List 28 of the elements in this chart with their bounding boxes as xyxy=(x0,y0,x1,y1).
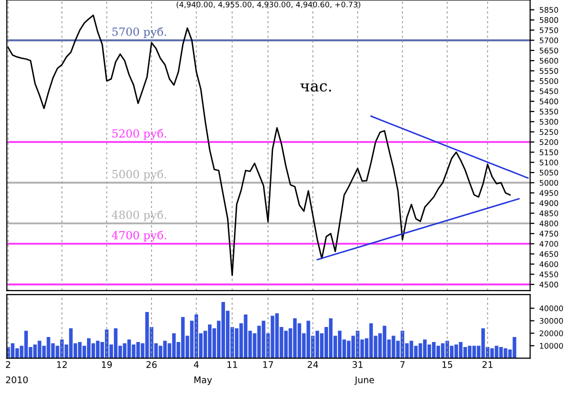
bar xyxy=(440,343,445,358)
x-tick-label: 24 xyxy=(308,361,318,368)
text: 2010 xyxy=(6,376,28,384)
text: June xyxy=(354,376,374,385)
x-tick-label: 21 xyxy=(482,361,492,368)
x-tick-label: 4 xyxy=(194,361,199,368)
text: час. xyxy=(300,83,332,92)
bar xyxy=(338,330,342,358)
ref-line-label: 5200 руб. xyxy=(112,128,166,140)
ref-line-label: 4800 руб. xyxy=(112,210,166,222)
x-tick-label: 31 xyxy=(352,361,363,368)
x-tick-label: 19 xyxy=(102,361,112,368)
ref-line-label: 4700 руб. xyxy=(112,230,166,242)
x-tick-label: 26 xyxy=(146,361,157,368)
text: May xyxy=(194,376,212,385)
x-tick-label: 2 xyxy=(6,361,10,368)
x-tick-label: 12 xyxy=(57,361,67,368)
x-tick-label: 11 xyxy=(227,361,238,368)
bar xyxy=(454,344,458,358)
bar xyxy=(96,340,100,358)
bar xyxy=(221,302,226,358)
ref-line-label: 5000 руб. xyxy=(112,170,166,181)
bar xyxy=(328,318,333,358)
x-tick-label: 15 xyxy=(442,361,452,368)
ref-line-label: 5700 руб. xyxy=(112,27,166,38)
x-tick-label: 17 xyxy=(263,361,273,368)
x-tick-label: 7 xyxy=(400,361,405,368)
bar xyxy=(208,324,212,358)
